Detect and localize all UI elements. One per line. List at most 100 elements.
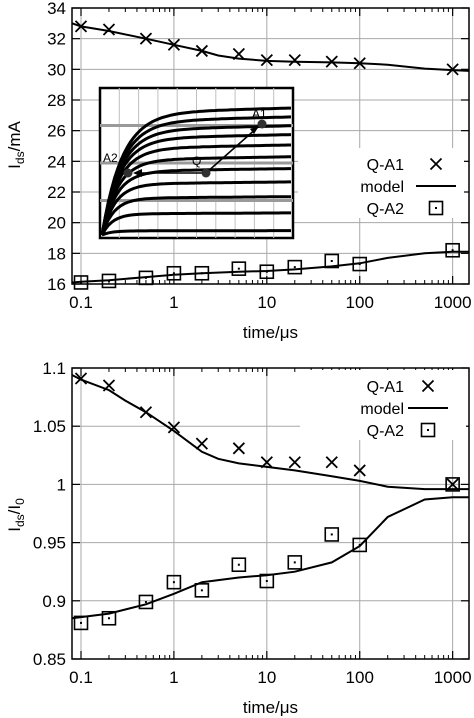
x-tick-label: 100 xyxy=(346,293,374,312)
data-point xyxy=(73,615,89,631)
y-tick-label: 1.1 xyxy=(42,359,66,378)
data-point xyxy=(101,273,117,289)
data-point xyxy=(287,259,303,275)
data-point xyxy=(288,53,301,67)
data-point xyxy=(194,583,210,598)
inset-label-a2: A2 xyxy=(103,151,118,165)
legend-background xyxy=(298,148,464,218)
data-point xyxy=(232,47,245,61)
inset-iv-curve xyxy=(100,167,291,236)
y-axis-label: Ids/I0 xyxy=(5,498,27,532)
y-axis-label: Ids/mA xyxy=(5,121,27,169)
y-tick-label: 20 xyxy=(47,214,66,233)
data-point xyxy=(102,23,116,36)
plot-frame xyxy=(71,7,470,285)
data-point xyxy=(287,555,303,570)
inset-iv-curve xyxy=(100,115,292,236)
data-point xyxy=(352,537,368,553)
data-point xyxy=(74,372,88,385)
data-point xyxy=(167,421,181,434)
legend-marker-symbol xyxy=(429,157,443,171)
legend-marker-symbol xyxy=(420,422,436,438)
legend-label: Q-A2 xyxy=(367,201,404,218)
y-tick-label: 34 xyxy=(47,0,66,18)
data-point xyxy=(73,275,89,290)
data-point xyxy=(352,256,368,272)
top-panel: 0.1 1 10 100 1000 16 18 20 22 24 26 28 30 32 34 time/μs… xyxy=(5,0,472,342)
y-tick-label: 32 xyxy=(47,30,66,49)
data-point xyxy=(353,464,366,477)
data-point xyxy=(138,594,154,610)
data-point xyxy=(74,20,88,33)
x-tick-label: 10 xyxy=(257,668,276,687)
data-point xyxy=(232,442,245,455)
x-axis-label: time/μs xyxy=(243,698,298,717)
data-point xyxy=(325,55,338,68)
inset-label-a1: A1 xyxy=(252,107,267,121)
x-tick-label: 1000 xyxy=(434,668,472,687)
y-tick-label: 0.9 xyxy=(42,592,66,611)
y-tick-label: 0.95 xyxy=(33,534,66,553)
series-q-a2 xyxy=(73,477,460,631)
inset-iv-curve xyxy=(101,229,291,237)
y-tick-label: 30 xyxy=(47,60,66,79)
operating-point xyxy=(201,168,211,178)
data-point xyxy=(195,44,209,58)
data-point xyxy=(259,264,275,280)
data-point xyxy=(194,265,210,281)
data-point xyxy=(259,573,275,589)
tick-group: 0.1 1 10 100 1000 0.85 0.9 0.95 1 1.05 1.1 xyxy=(33,359,472,687)
data-point xyxy=(102,379,116,392)
series-q-a2 xyxy=(73,242,460,290)
data-point xyxy=(195,437,209,450)
legend-background xyxy=(300,370,466,440)
x-tick-label: 10 xyxy=(257,293,276,312)
x-tick-label: 0.1 xyxy=(69,293,93,312)
operating-point xyxy=(123,168,133,178)
y-tick-label: 24 xyxy=(47,152,66,171)
x-tick-label: 1 xyxy=(169,668,178,687)
arrowhead xyxy=(133,169,142,177)
legend: Q-A1 model Q-A2 xyxy=(298,148,464,218)
y-tick-label: 1 xyxy=(57,475,66,494)
x-tick-label: 0.1 xyxy=(69,668,93,687)
legend-label: Q-A1 xyxy=(367,379,404,396)
series-q-a1 xyxy=(74,372,459,491)
series-model-line xyxy=(71,374,469,491)
data-point xyxy=(166,265,182,281)
data-point xyxy=(446,63,459,76)
legend-marker-symbol xyxy=(421,379,435,393)
x-tick-label: 1 xyxy=(169,293,178,312)
series-model-line xyxy=(71,496,469,620)
series-model-line xyxy=(71,22,470,72)
inset-iv-curve xyxy=(100,180,291,236)
inset-iv-curves: A1 A2 Q xyxy=(98,86,295,240)
legend-marker-symbol xyxy=(428,200,444,216)
arrowhead xyxy=(250,126,259,134)
inset-iv-curve xyxy=(100,133,292,236)
data-point xyxy=(288,456,301,469)
plot-frame xyxy=(71,367,470,660)
inset-iv-curve xyxy=(100,155,291,236)
legend-label: model xyxy=(360,401,404,418)
data-point xyxy=(231,557,247,573)
data-point xyxy=(445,242,460,258)
y-tick-label: 22 xyxy=(47,183,66,202)
data-point xyxy=(101,610,117,626)
y-tick-label: 26 xyxy=(47,122,66,141)
data-point xyxy=(167,38,181,51)
legend-label: model xyxy=(360,179,404,196)
data-point xyxy=(139,32,153,45)
x-tick-label: 100 xyxy=(346,668,374,687)
inset-iv-curve xyxy=(100,195,291,236)
data-point xyxy=(324,527,340,542)
data-point xyxy=(139,406,153,419)
data-point xyxy=(325,456,338,469)
operating-point xyxy=(257,119,267,129)
x-axis-label: time/μs xyxy=(243,323,298,342)
data-point xyxy=(260,53,273,67)
legend: Q-A1 model Q-A2 xyxy=(300,370,466,440)
x-tick-label: 1000 xyxy=(434,293,472,312)
y-tick-label: 16 xyxy=(47,275,66,294)
